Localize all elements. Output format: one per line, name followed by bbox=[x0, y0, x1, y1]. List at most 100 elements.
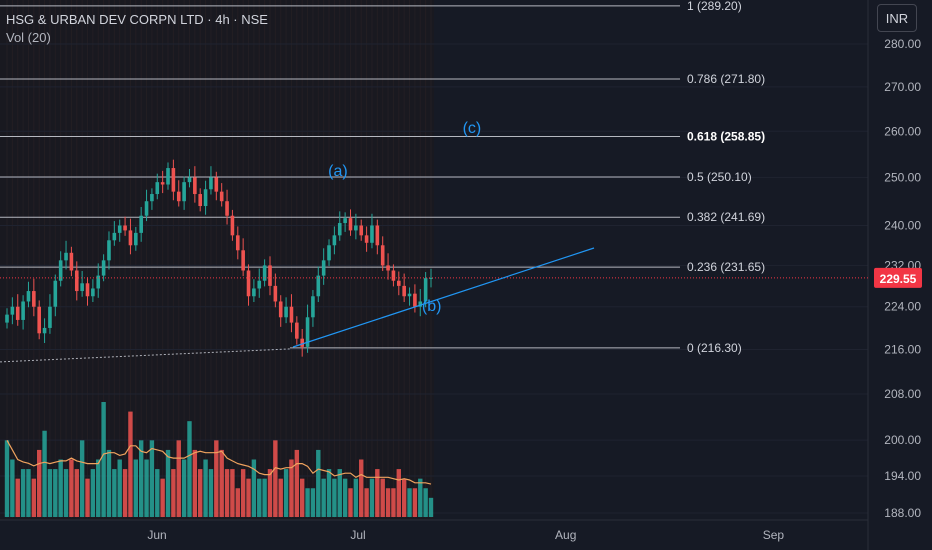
volume-bar bbox=[407, 488, 412, 517]
candle-body bbox=[5, 314, 9, 323]
wave-label[interactable]: (a) bbox=[328, 163, 348, 180]
candle-body bbox=[176, 191, 181, 202]
volume-bar bbox=[117, 459, 122, 517]
candle-body bbox=[386, 265, 390, 271]
candle-body bbox=[203, 189, 208, 207]
candle-body bbox=[364, 235, 369, 243]
volume-bar bbox=[246, 478, 251, 517]
candle-body bbox=[380, 245, 385, 266]
candle-body bbox=[150, 194, 154, 202]
price-axis-label: 260.00 bbox=[884, 124, 921, 138]
volume-bar bbox=[267, 469, 273, 517]
volume-bar bbox=[305, 488, 310, 517]
volume-bar bbox=[299, 478, 305, 517]
candle-body bbox=[370, 225, 374, 243]
candle-body bbox=[112, 232, 117, 241]
candle-body bbox=[80, 283, 84, 292]
candle-body bbox=[327, 245, 331, 261]
candle-body bbox=[429, 277, 433, 279]
volume-bar bbox=[316, 449, 321, 517]
candle-body bbox=[295, 322, 299, 339]
candle-body bbox=[316, 275, 321, 297]
volume-bar bbox=[310, 488, 316, 517]
price-axis-label: 194.00 bbox=[884, 469, 921, 483]
price-axis-label: 208.00 bbox=[884, 387, 921, 401]
price-axis-label: 216.00 bbox=[884, 343, 921, 357]
volume-bar bbox=[428, 497, 434, 517]
volume-bars bbox=[4, 402, 434, 517]
fibonacci-retracement[interactable]: 1 (289.20) 0.786 (271.80) 0.618 (258.85) 0.… bbox=[0, 0, 765, 363]
trendline[interactable] bbox=[292, 247, 595, 348]
wave-label[interactable]: (b) bbox=[422, 298, 442, 315]
volume-bar bbox=[235, 488, 240, 517]
price-axis-label: 270.00 bbox=[884, 80, 921, 94]
candle-body bbox=[246, 270, 251, 297]
candle-body bbox=[42, 327, 47, 334]
time-axis-label: Jul bbox=[350, 528, 365, 542]
candle-body bbox=[284, 306, 288, 318]
candle-body bbox=[139, 215, 143, 233]
candle-body bbox=[359, 225, 364, 236]
candle-body bbox=[209, 177, 213, 190]
volume-bar bbox=[348, 488, 353, 517]
volume-bar bbox=[401, 478, 407, 517]
volume-bar bbox=[149, 440, 155, 517]
volume-bar bbox=[391, 488, 396, 517]
symbol-title[interactable]: HSG & URBAN DEV CORPN LTD · 4h · NSE bbox=[6, 12, 268, 27]
volume-bar bbox=[155, 469, 160, 517]
volume-bar bbox=[385, 488, 391, 517]
candle-body bbox=[225, 201, 229, 216]
fib-level-label: 0.618 (258.85) bbox=[687, 129, 765, 143]
candle-body bbox=[337, 223, 342, 236]
volume-bar bbox=[10, 459, 15, 517]
candle-body bbox=[423, 278, 428, 302]
volume-bar bbox=[101, 402, 106, 517]
last-price-value: 229.55 bbox=[880, 272, 917, 286]
volume-bar bbox=[278, 478, 283, 517]
candle-body bbox=[407, 293, 412, 297]
candle-body bbox=[182, 182, 186, 202]
volume-bar bbox=[165, 449, 171, 517]
volume-bar bbox=[283, 469, 289, 517]
candle-body bbox=[214, 177, 219, 192]
volume-bar bbox=[47, 469, 53, 517]
candle-body bbox=[53, 280, 58, 307]
volume-bar bbox=[208, 469, 214, 517]
volume-bar bbox=[257, 478, 262, 517]
time-axis-label: Sep bbox=[763, 528, 785, 542]
volume-bar bbox=[53, 469, 58, 517]
volume-bar bbox=[224, 469, 230, 517]
wave-label[interactable]: (c) bbox=[463, 120, 482, 137]
volume-bar bbox=[69, 459, 74, 517]
candle-body bbox=[273, 285, 278, 302]
candle-body bbox=[15, 306, 20, 320]
volume-bar bbox=[380, 478, 385, 517]
candle-body bbox=[187, 177, 192, 183]
currency-button[interactable]: INR bbox=[877, 4, 917, 32]
volume-bar bbox=[90, 469, 96, 517]
fib-level-label: 0.382 (241.69) bbox=[687, 210, 765, 224]
candle-body bbox=[241, 250, 245, 271]
volume-bar bbox=[418, 478, 423, 517]
volume-bar bbox=[20, 469, 26, 517]
volume-bar bbox=[171, 469, 176, 517]
candle-body bbox=[268, 265, 272, 286]
volume-bar bbox=[203, 459, 208, 517]
volume-indicator-label[interactable]: Vol (20) bbox=[6, 30, 51, 45]
drawings[interactable]: (a) (b) (c) bbox=[0, 120, 868, 348]
volume-bar bbox=[396, 469, 401, 517]
fib-level-label: 0.5 (250.10) bbox=[687, 170, 752, 184]
candle-body bbox=[37, 306, 42, 334]
volume-bar bbox=[342, 478, 348, 517]
candle-body bbox=[101, 260, 106, 276]
candle-body bbox=[117, 225, 122, 233]
candle-body bbox=[257, 280, 262, 289]
candle-body bbox=[311, 296, 315, 318]
candle-body bbox=[262, 265, 267, 281]
candle-body bbox=[91, 288, 95, 297]
volume-bar bbox=[187, 421, 192, 517]
candle-body bbox=[391, 270, 396, 281]
volume-bar bbox=[332, 478, 337, 517]
volume-bar bbox=[251, 459, 257, 517]
